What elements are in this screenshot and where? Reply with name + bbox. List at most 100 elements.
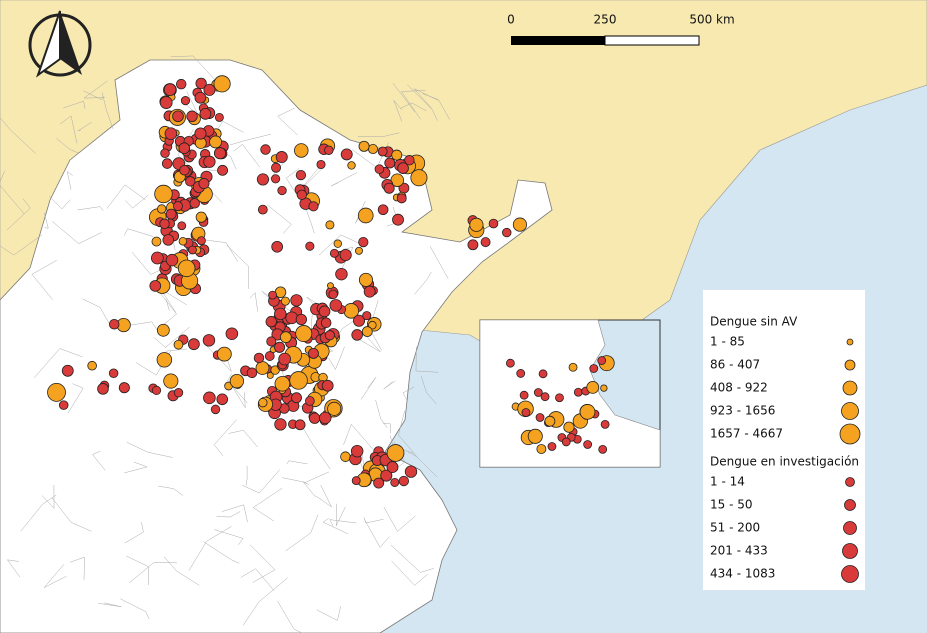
case-point bbox=[277, 185, 287, 196]
case-point bbox=[383, 182, 395, 194]
district-line bbox=[316, 606, 341, 621]
district-line bbox=[69, 556, 85, 580]
legend-label: 1 - 14 bbox=[710, 475, 745, 489]
case-point bbox=[373, 477, 385, 489]
legend-symbol bbox=[844, 499, 856, 511]
district-line bbox=[0, 234, 43, 256]
case-point bbox=[308, 201, 319, 212]
district-line bbox=[299, 421, 331, 470]
case-point bbox=[255, 361, 270, 375]
case-point bbox=[396, 193, 407, 204]
case-point bbox=[217, 164, 229, 176]
case-point bbox=[266, 371, 274, 379]
case-point bbox=[265, 316, 277, 328]
case-point bbox=[178, 142, 191, 155]
case-point bbox=[210, 404, 221, 415]
case-point bbox=[600, 419, 610, 429]
case-point bbox=[108, 368, 119, 379]
case-point bbox=[198, 177, 210, 190]
case-point bbox=[324, 330, 335, 341]
legend-label: 15 - 50 bbox=[710, 498, 753, 512]
case-point bbox=[47, 382, 66, 402]
case-point bbox=[527, 428, 543, 444]
district-line bbox=[83, 80, 108, 99]
case-point bbox=[505, 358, 515, 368]
district-line bbox=[393, 100, 403, 122]
district-line bbox=[285, 168, 301, 200]
case-point bbox=[185, 176, 196, 187]
district-line bbox=[277, 107, 298, 136]
case-point bbox=[264, 351, 275, 361]
district-line bbox=[213, 419, 237, 456]
case-point bbox=[358, 272, 374, 287]
case-point bbox=[173, 339, 184, 350]
district-line bbox=[282, 471, 329, 483]
district-line bbox=[126, 555, 149, 586]
case-point bbox=[159, 218, 170, 230]
legend-symbol bbox=[846, 338, 854, 346]
case-point bbox=[279, 331, 292, 344]
case-point bbox=[305, 241, 315, 251]
case-point bbox=[480, 237, 491, 248]
legend-label: 51 - 200 bbox=[710, 521, 760, 535]
district-line bbox=[228, 380, 246, 408]
district-line bbox=[318, 234, 359, 256]
case-point bbox=[404, 155, 415, 166]
case-point bbox=[363, 285, 376, 298]
case-point bbox=[216, 393, 229, 406]
legend-label: 1657 - 4667 bbox=[710, 427, 783, 441]
case-point bbox=[586, 381, 600, 394]
district-line bbox=[285, 514, 319, 552]
legend-title: Dengue en investigación bbox=[710, 455, 859, 469]
district-line bbox=[304, 206, 315, 234]
scale-label: 0 bbox=[507, 13, 515, 27]
scale-segment bbox=[511, 36, 605, 45]
case-point bbox=[159, 96, 173, 109]
case-point bbox=[280, 296, 290, 306]
district-line bbox=[52, 221, 102, 244]
case-point bbox=[108, 318, 120, 330]
case-point bbox=[213, 75, 231, 93]
case-point bbox=[274, 375, 291, 392]
case-point bbox=[327, 401, 342, 416]
district-line bbox=[249, 292, 258, 312]
district-line bbox=[400, 102, 427, 112]
scale-bar: 0 250 500 km bbox=[507, 13, 735, 46]
case-point bbox=[362, 311, 372, 321]
case-point bbox=[355, 246, 363, 255]
case-point bbox=[319, 411, 332, 425]
district-line bbox=[124, 522, 144, 544]
district-line bbox=[98, 602, 122, 608]
case-point bbox=[291, 392, 302, 404]
district-line bbox=[286, 460, 308, 465]
district-line bbox=[414, 271, 432, 295]
district-line bbox=[227, 373, 248, 404]
case-point bbox=[350, 444, 364, 458]
district-line bbox=[357, 331, 381, 353]
case-point bbox=[467, 239, 479, 251]
case-points bbox=[47, 75, 528, 489]
district-line bbox=[364, 518, 390, 548]
case-point bbox=[151, 385, 162, 396]
legend-label: 434 - 1083 bbox=[710, 567, 775, 581]
case-point bbox=[404, 465, 418, 478]
district-line bbox=[0, 117, 36, 154]
district-line bbox=[315, 485, 332, 508]
case-point bbox=[256, 173, 270, 186]
case-point bbox=[172, 201, 183, 212]
case-point bbox=[488, 218, 499, 229]
case-point bbox=[316, 159, 326, 170]
legend-box bbox=[703, 290, 865, 590]
district-line bbox=[360, 376, 377, 400]
district-line bbox=[337, 246, 354, 276]
case-point bbox=[274, 418, 287, 431]
case-point bbox=[229, 373, 245, 389]
case-point bbox=[324, 145, 334, 155]
district-line bbox=[343, 423, 374, 450]
case-point bbox=[172, 110, 184, 123]
case-point bbox=[290, 294, 303, 307]
case-point bbox=[535, 413, 545, 422]
district-line bbox=[106, 184, 146, 209]
district-line bbox=[383, 506, 416, 532]
case-point bbox=[203, 155, 216, 168]
